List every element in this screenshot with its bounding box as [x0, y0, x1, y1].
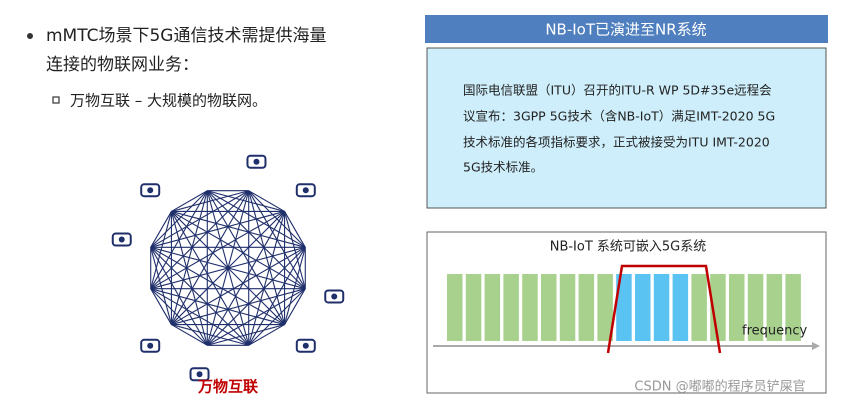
network-link	[150, 190, 208, 248]
device-icon	[189, 367, 210, 382]
device-icon	[324, 289, 345, 304]
network-link	[150, 190, 208, 289]
network-link	[206, 211, 286, 346]
axis-label: frequency	[742, 324, 808, 339]
nb-iot-carrier	[672, 274, 689, 341]
lte-carrier	[522, 274, 538, 341]
network-link	[150, 211, 172, 248]
nb-iot-carrier	[635, 274, 651, 341]
lte-carrier	[541, 274, 557, 341]
spectrum-title: NB-IoT 系统可嵌入5G系统	[550, 240, 707, 255]
lte-carrier	[559, 274, 576, 341]
network-link	[206, 190, 250, 346]
network-link	[284, 211, 306, 248]
icon-detail	[118, 236, 125, 243]
network-link	[170, 190, 250, 325]
device-icon	[140, 338, 161, 353]
network-link	[207, 190, 306, 248]
bullet-dot	[27, 33, 33, 39]
network-link	[248, 190, 285, 212]
lte-carrier	[484, 274, 501, 341]
lte-carrier	[766, 274, 783, 341]
network-diagram	[111, 154, 345, 382]
panel-text: 技术标准的各项指标要求，正式被接受为ITU IMT-2020	[463, 135, 770, 150]
lte-carrier	[503, 274, 519, 341]
bullet-text: mMTC场景下5G通信技术需提供海量	[46, 26, 326, 46]
bullet-text: 连接的物联网业务：	[46, 55, 199, 75]
icon-detail	[302, 187, 309, 194]
lte-carrier	[785, 274, 801, 341]
icon-body	[295, 338, 316, 353]
device-icon	[111, 232, 132, 247]
sub-bullet-text: 万物互联 – 大规模的物联网。	[70, 92, 267, 110]
device-icon	[295, 183, 316, 198]
network-link	[171, 324, 208, 346]
lte-carrier	[465, 274, 482, 341]
lte-carrier	[597, 274, 613, 341]
network-link	[170, 211, 208, 346]
watermark: CSDN @嘟嘟的程序员铲屎官	[634, 379, 805, 395]
panel-title: NB-IoT已演进至NR系统	[545, 21, 706, 39]
spectrum-bars	[447, 274, 801, 341]
network-link	[150, 247, 172, 325]
icon-body	[324, 289, 345, 304]
diagram-caption: 万物互联	[197, 378, 259, 396]
network-link	[150, 211, 172, 289]
nb-iot-carrier	[616, 274, 632, 341]
icon-body	[140, 183, 161, 198]
network-link	[170, 190, 208, 325]
network-link	[150, 288, 285, 326]
device-icon	[140, 183, 161, 198]
device-icon	[295, 338, 316, 353]
icon-body	[111, 232, 132, 247]
icon-body	[140, 338, 161, 353]
nb-iot-band	[606, 264, 722, 354]
network-link	[284, 288, 306, 325]
panel-text: 国际电信联盟（ITU）召开的ITU-R WP 5D#35e远程会	[463, 83, 772, 98]
lte-carrier	[447, 274, 463, 341]
icon-detail	[147, 187, 154, 194]
network-link	[150, 288, 208, 346]
lte-carrier	[729, 274, 745, 341]
panel-body	[426, 47, 827, 209]
network-link	[248, 324, 285, 346]
network-link	[171, 190, 208, 212]
network-link	[171, 210, 306, 290]
icon-detail	[331, 293, 338, 300]
lte-carrier	[710, 274, 726, 341]
device-icon	[246, 154, 267, 169]
network-link	[206, 190, 286, 325]
network-link	[171, 324, 249, 346]
icon-detail	[147, 342, 154, 349]
panel-text: 5G技术标准。	[463, 160, 543, 175]
network-link	[171, 246, 306, 326]
icon-body	[295, 183, 316, 198]
lte-carrier	[747, 274, 764, 341]
network-link	[170, 211, 250, 346]
icon-body	[189, 367, 210, 382]
icon-detail	[253, 158, 260, 165]
network-link	[206, 190, 306, 290]
network-link	[150, 210, 285, 290]
axis-arrow	[812, 342, 820, 350]
network-link	[150, 288, 172, 325]
icon-detail	[196, 371, 203, 378]
lte-carrier	[578, 274, 595, 341]
network-link	[150, 246, 250, 346]
icon-detail	[302, 342, 309, 349]
network-link	[171, 210, 306, 248]
network-link	[207, 190, 285, 212]
icon-body	[246, 154, 267, 169]
sub-bullet-box	[52, 96, 60, 104]
nb-iot-carrier	[653, 274, 670, 341]
panel-header	[425, 15, 828, 43]
panel-text: 议宣布：3GPP 5G技术（含NB-IoT）满足IMT-2020 5G	[463, 109, 775, 124]
network-link	[150, 246, 285, 326]
lte-carrier	[691, 274, 707, 341]
